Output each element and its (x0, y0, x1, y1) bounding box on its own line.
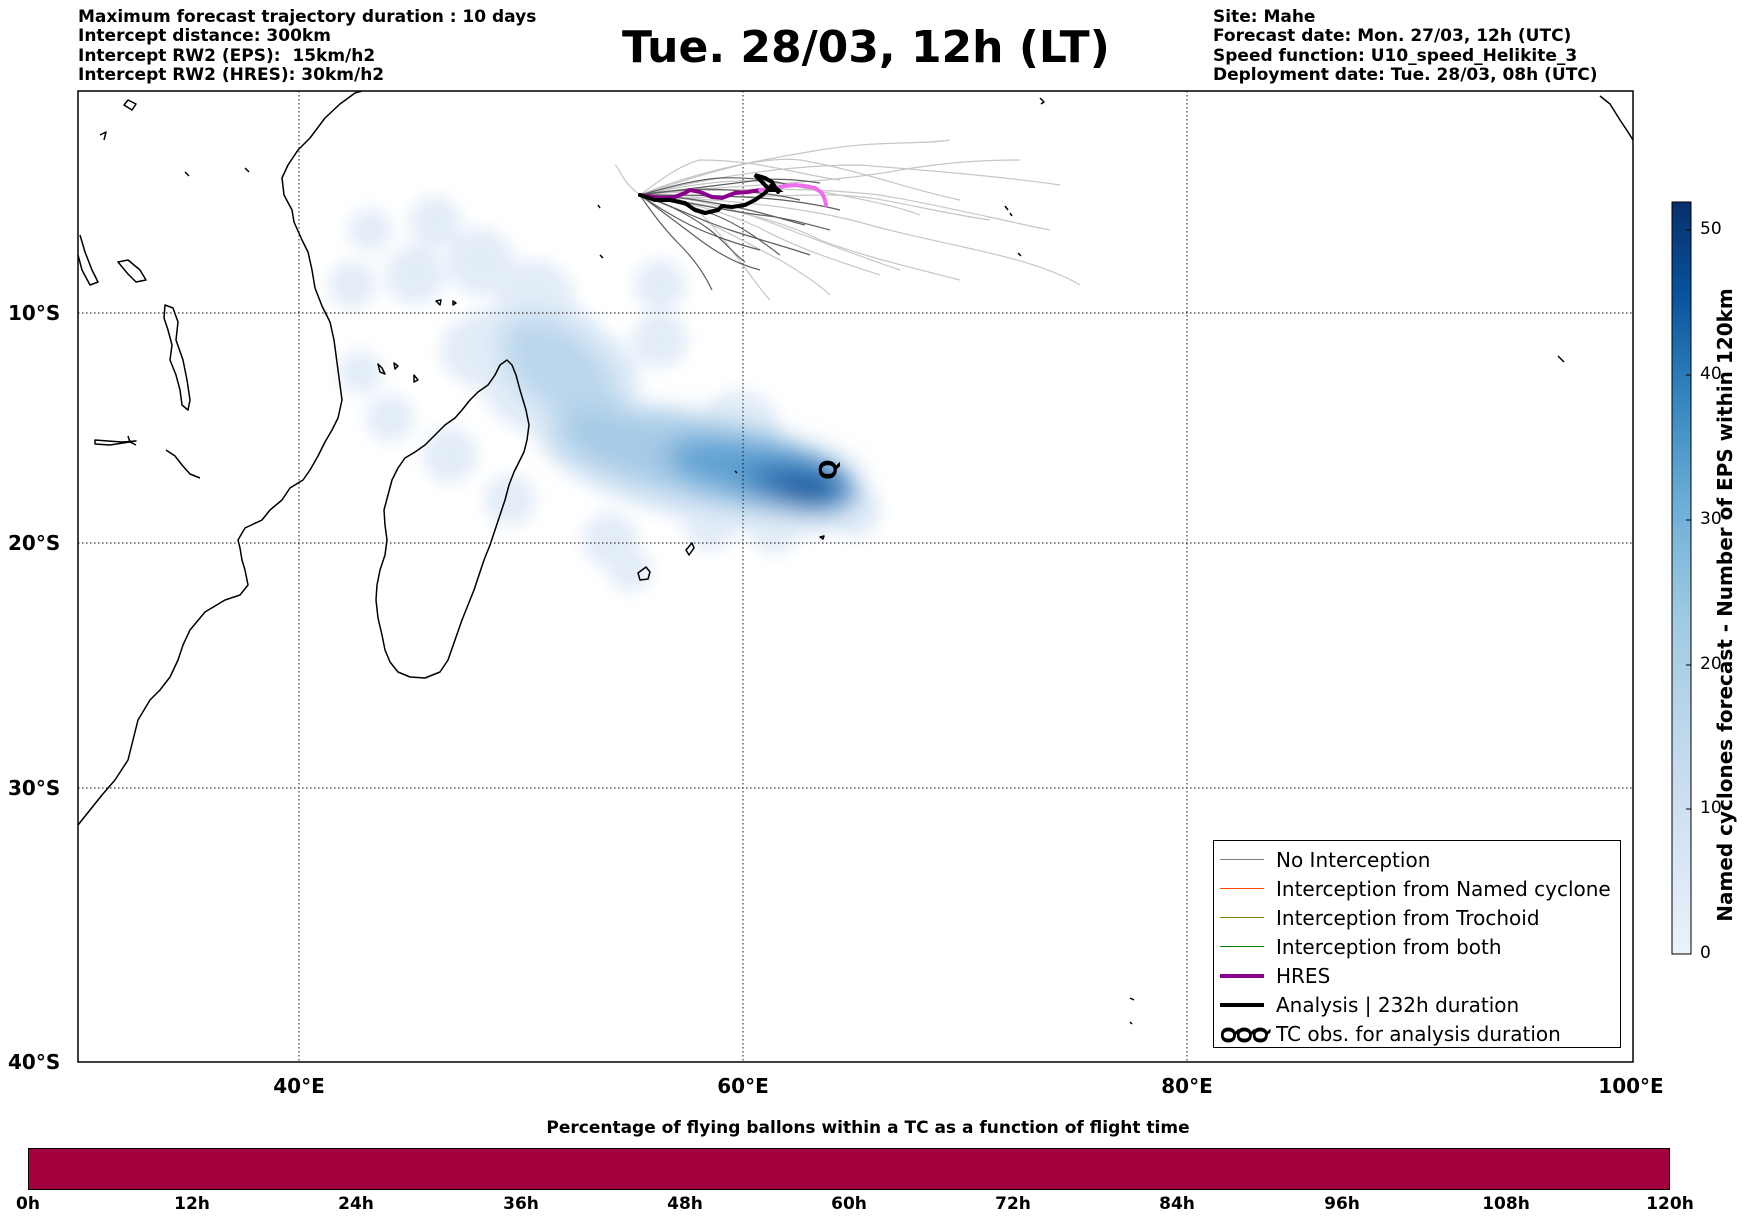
legend-swatch (1220, 974, 1264, 978)
lon-label-80e: 80°E (1161, 1074, 1213, 1098)
legend-item-hres: HRES (1214, 962, 1620, 991)
island-nw-3 (184, 171, 190, 177)
legend-item-named-cyclone: Interception from Named cyclone (1214, 875, 1620, 904)
legend-swatch (1220, 888, 1264, 889)
africa-coastline (78, 91, 363, 826)
amsterdam-island (1129, 997, 1135, 1025)
header-line-speed-function: Speed function: U10_speed_Helikite_3 (1213, 45, 1578, 66)
colorbar-tick-0: 0 (1700, 943, 1711, 963)
lat-label-10s: 10°S (8, 301, 61, 325)
legend-swatch (1220, 1003, 1264, 1007)
time-tick-12h: 12h (174, 1194, 210, 1214)
comoros-island-2 (393, 362, 399, 370)
island-nw-4 (244, 167, 250, 173)
header-line-site: Site: Mahe (1213, 7, 1316, 27)
cyclone-density-field (328, 196, 881, 592)
legend-label: No Interception (1276, 848, 1431, 872)
mauritius-island (685, 542, 695, 556)
time-tick-0h: 0h (16, 1194, 40, 1214)
rodrigues-island (819, 535, 825, 540)
time-tick-84h: 84h (1159, 1194, 1195, 1214)
tc-obs-marker: ℺ (818, 456, 841, 484)
time-tick-108h: 108h (1482, 1194, 1530, 1214)
header-line-deployment-date: Deployment date: Tue. 28/03, 08h (UTC) (1213, 65, 1598, 86)
lat-label-30s: 30°S (8, 776, 61, 800)
agalega-island (734, 470, 738, 474)
lat-label-40s: 40°S (8, 1050, 61, 1074)
map-frame (77, 90, 1634, 1063)
comoros-island-1 (377, 363, 386, 375)
chagos-islands (1004, 205, 1022, 257)
reunion-island (637, 566, 651, 581)
lon-label-100e: 100°E (1598, 1074, 1664, 1098)
graticule (78, 91, 1633, 1062)
legend-item-analysis: Analysis | 232h duration (1214, 991, 1620, 1020)
lon-label-60e: 60°E (717, 1074, 769, 1098)
madagascar-coastline (375, 359, 530, 679)
legend-item-trochoid: Interception from Trochoid (1214, 904, 1620, 933)
lat-label-20s: 20°S (8, 531, 61, 555)
header-line-duration: Maximum forecast trajectory duration : 1… (78, 7, 537, 27)
legend-label: Analysis | 232h duration (1276, 993, 1520, 1017)
coastlines (78, 91, 1633, 1025)
legend-swatch (1220, 859, 1264, 860)
island-far-east (1557, 355, 1565, 363)
colorbar-tick-20: 20 (1700, 654, 1722, 674)
time-bar-title: Percentage of flying ballons within a TC… (546, 1118, 1190, 1138)
comoros-island-3 (413, 374, 419, 383)
colorbar-tick-50: 50 (1700, 219, 1722, 239)
time-tick-24h: 24h (338, 1194, 374, 1214)
island-ne-1 (1039, 97, 1045, 105)
header-line-distance: Intercept distance: 300km (78, 26, 331, 47)
header-line-rw2-hres: Intercept RW2 (HRES): 30km/h2 (78, 65, 385, 86)
header-info-left: Maximum forecast trajectory duration : 1… (78, 7, 537, 86)
density-colorbar (1671, 201, 1692, 955)
time-tick-120h: 120h (1646, 1194, 1694, 1214)
flight-time-bar (28, 1148, 1670, 1190)
legend-item-tc-obs: ℺℺℺ TC obs. for analysis duration (1214, 1020, 1620, 1049)
lake-edge (94, 439, 137, 446)
legend-label: Interception from Named cyclone (1276, 877, 1611, 901)
map-legend: No Interception Interception from Named … (1213, 840, 1621, 1048)
colorbar-tick-40: 40 (1700, 364, 1722, 384)
legend-swatch (1220, 917, 1264, 918)
lon-label-40e: 40°E (273, 1074, 325, 1098)
zanzibar-island (117, 259, 147, 283)
tc-obs-icon: ℺℺℺ (1220, 1023, 1271, 1047)
hres-track (638, 182, 828, 207)
time-tick-36h: 36h (503, 1194, 539, 1214)
legend-item-both: Interception from both (1214, 933, 1620, 962)
legend-label: HRES (1276, 964, 1331, 988)
island-nw-1 (99, 131, 107, 141)
time-tick-72h: 72h (995, 1194, 1031, 1214)
time-tick-60h: 60h (831, 1194, 867, 1214)
time-tick-96h: 96h (1324, 1194, 1360, 1214)
legend-label: Interception from Trochoid (1276, 906, 1540, 930)
island-ne-2 (1599, 95, 1633, 141)
header-info-right: Site: Mahe Forecast date: Mon. 27/03, 12… (1213, 7, 1598, 86)
legend-swatch (1220, 946, 1264, 947)
legend-item-no-interception: No Interception (1214, 846, 1620, 875)
seychelles-islands-2 (597, 204, 604, 259)
seychelles-islands (435, 299, 457, 306)
island-nw-2 (123, 99, 137, 111)
time-tick-48h: 48h (667, 1194, 703, 1214)
page-title: Tue. 28/03, 12h (LT) (622, 22, 1110, 73)
analysis-track (638, 173, 784, 216)
colorbar-tick-30: 30 (1700, 509, 1722, 529)
header-line-forecast-date: Forecast date: Mon. 27/03, 12h (UTC) (1213, 26, 1572, 47)
eps-trajectories (614, 139, 1081, 301)
lake-malawi (163, 304, 191, 411)
lake-kariba (165, 449, 201, 479)
colorbar-tick-10: 10 (1700, 798, 1722, 818)
island-pemba (78, 234, 99, 286)
legend-label: TC obs. for analysis duration (1276, 1022, 1561, 1046)
legend-label: Interception from both (1276, 935, 1502, 959)
header-line-rw2-eps: Intercept RW2 (EPS): 15km/h2 (78, 45, 376, 66)
